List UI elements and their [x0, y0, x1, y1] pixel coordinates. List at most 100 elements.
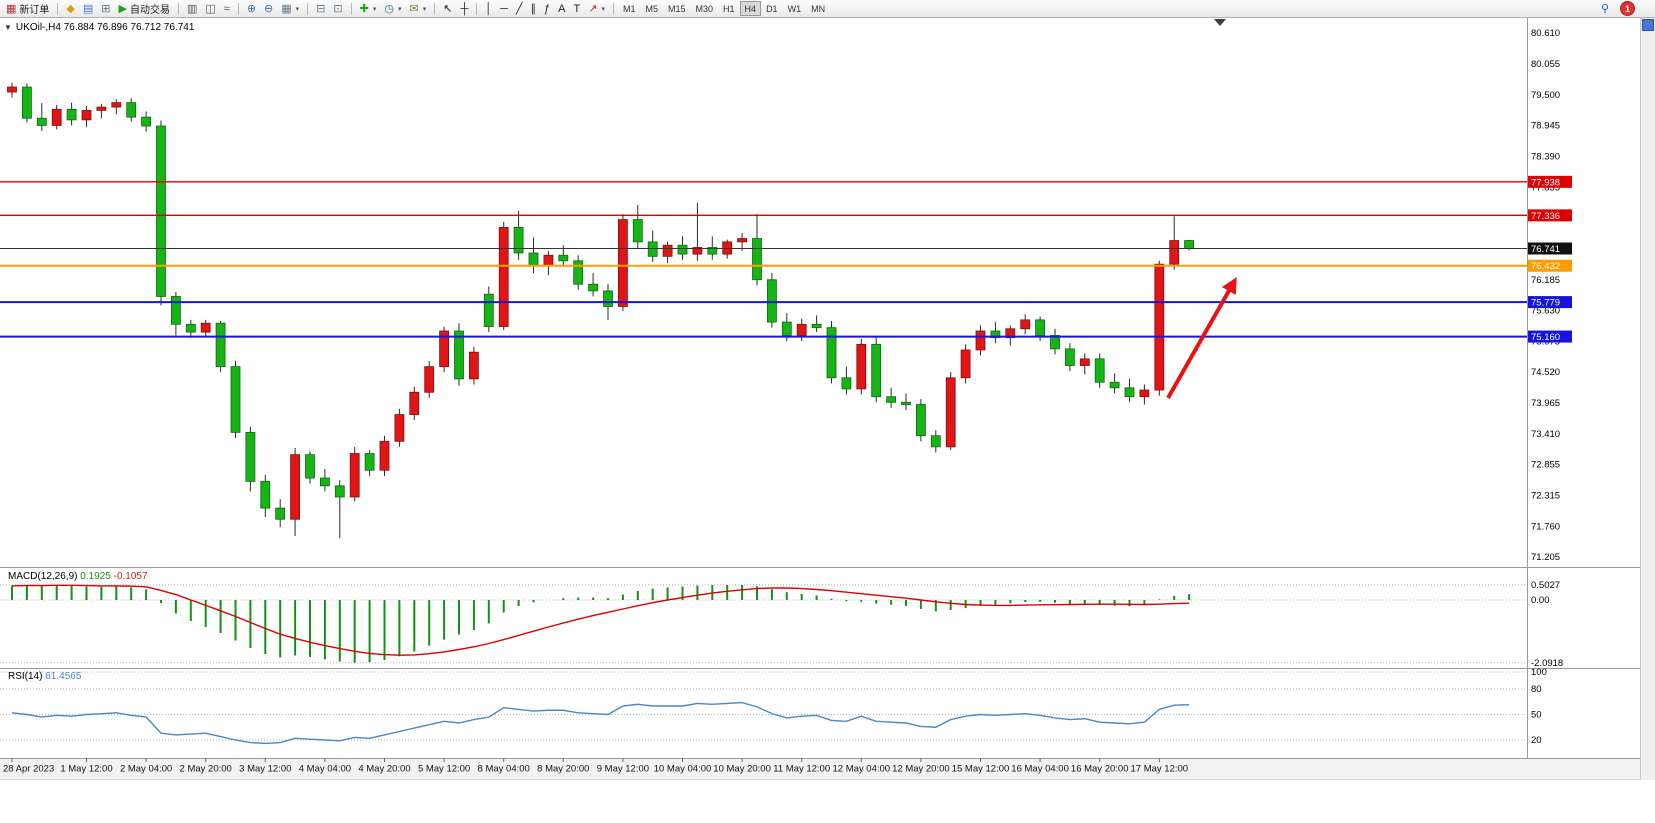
timeframe-d1-button[interactable]: D1: [761, 1, 783, 16]
autotrading-button[interactable]: ▶ 自动交易: [115, 1, 174, 17]
candle: [1005, 325, 1016, 346]
periods-clock-icon: ◷: [384, 2, 394, 15]
macd-scale-label: -2.0918: [1531, 658, 1563, 669]
arrow-objects-icon: ↗: [588, 2, 598, 15]
fibonacci-button[interactable]: ƒ: [540, 1, 554, 16]
zoom-in-button[interactable]: ⊕: [243, 1, 260, 16]
horizontal-line-icon: ─: [500, 2, 508, 15]
new-chart-button[interactable]: ◆: [62, 1, 78, 16]
tile-windows-button[interactable]: ⊟: [312, 1, 329, 16]
channel-button[interactable]: ∥: [527, 1, 541, 16]
price-axis-label: 71.760: [1531, 521, 1560, 532]
candle: [618, 214, 628, 311]
rsi-value: 61.4565: [45, 671, 82, 682]
cascade-windows-button[interactable]: ⊡: [329, 1, 346, 16]
time-axis-label: 15 May 12:00: [952, 764, 1010, 775]
vertical-scrollbar[interactable]: [1640, 17, 1655, 780]
timeframe-m15-button-label: M15: [668, 3, 686, 14]
candle: [841, 366, 852, 395]
candle: [886, 387, 896, 408]
templates-button[interactable]: ✉ ▾: [405, 1, 430, 16]
candle: [364, 450, 375, 476]
vertical-line-button[interactable]: │: [481, 1, 496, 16]
trendline-button[interactable]: ╱: [512, 1, 527, 16]
symbol-dropdown-icon[interactable]: ▼: [4, 23, 12, 32]
price-axis-label: 80.055: [1531, 59, 1560, 70]
time-axis-label: 11 May 12:00: [773, 764, 830, 775]
candle: [394, 408, 405, 447]
price-axis[interactable]: 80.61080.05579.50078.94578.39077.83577.2…: [1531, 28, 1560, 563]
timeframe-m5-button[interactable]: M5: [640, 1, 663, 16]
zoom-out-button[interactable]: ⊖: [260, 1, 277, 16]
svg-text:77.938: 77.938: [1531, 177, 1560, 188]
new-order-button[interactable]: ▦ 新订单: [2, 1, 53, 17]
macd-indicator-label: MACD(12,26,9) 0.1925 -0.1057: [8, 571, 148, 582]
new-order-button-label: 新订单: [19, 5, 50, 16]
candle: [707, 236, 718, 260]
timeframe-w1-button[interactable]: W1: [783, 1, 807, 16]
candle: [871, 337, 882, 403]
search-button[interactable]: ⚲: [1597, 1, 1613, 16]
macd-signal-line: [11, 584, 1190, 656]
time-axis-label: 9 May 12:00: [597, 764, 649, 775]
time-axis-label: 12 May 20:00: [892, 764, 950, 775]
time-axis-strip[interactable]: [0, 758, 1641, 780]
price-axis-label: 76.185: [1531, 275, 1560, 286]
timeframe-h4-button-label: H4: [744, 3, 757, 14]
price-tag: 75.779: [1528, 296, 1572, 309]
candle: [1079, 353, 1090, 375]
candle: [334, 480, 345, 539]
dropdown-arrow-icon: ▾: [422, 5, 427, 13]
timeframe-m15-button[interactable]: M15: [663, 1, 691, 16]
cursor-button[interactable]: ↖: [439, 1, 456, 16]
timeframe-m30-button[interactable]: M30: [691, 1, 719, 16]
bars-view-button[interactable]: ▥: [183, 1, 201, 16]
text-label-button[interactable]: T: [570, 1, 585, 16]
candles-view-button[interactable]: ◫: [201, 1, 219, 16]
timeframe-h1-button-label: H1: [723, 3, 735, 14]
timeframe-mn-button[interactable]: MN: [806, 1, 830, 16]
candle: [588, 273, 598, 297]
toolbar-separator: [434, 2, 436, 15]
candle: [7, 82, 17, 98]
timeframe-h4-button[interactable]: H4: [739, 1, 762, 16]
rsi-scale-label: 100: [1531, 667, 1547, 678]
trend-arrow-object[interactable]: [1166, 277, 1237, 399]
tile-windows-icon: ⊟: [316, 2, 326, 15]
timeframe-mn-button-label: MN: [811, 3, 826, 14]
candle: [930, 430, 941, 453]
indicators-button[interactable]: ✚ ▾: [356, 1, 381, 16]
text-button[interactable]: A: [554, 1, 569, 16]
timeframe-h1-button[interactable]: H1: [718, 1, 740, 16]
price-axis-label: 75.630: [1531, 306, 1560, 317]
candle: [349, 446, 360, 502]
price-axis-label: 72.315: [1531, 490, 1560, 501]
time-axis-label: 16 May 04:00: [1011, 764, 1069, 775]
scrollbar-thumb[interactable]: [1642, 19, 1654, 31]
arrows-button[interactable]: ↗ ▾: [584, 1, 609, 16]
periods-button[interactable]: ◷ ▾: [380, 1, 405, 16]
market-watch-button[interactable]: ⊞: [97, 1, 114, 16]
candle: [722, 239, 733, 259]
profiles-button[interactable]: ▤: [79, 1, 97, 16]
fibonacci-icon: ƒ: [544, 2, 551, 15]
horizontal-line-button[interactable]: ─: [496, 1, 512, 16]
candle: [945, 372, 956, 451]
grid-button[interactable]: ▦ ▾: [277, 1, 303, 16]
candle: [1050, 328, 1060, 355]
rsi-scale-label: 50: [1531, 710, 1542, 721]
candle: [126, 98, 137, 122]
line-view-button[interactable]: ≈: [220, 1, 234, 16]
timeframe-m1-button[interactable]: M1: [618, 1, 641, 16]
crosshair-button[interactable]: ┼: [456, 1, 472, 16]
candle: [752, 214, 762, 286]
chart-shift-marker[interactable]: [1214, 19, 1226, 26]
price-axis-label: 74.520: [1531, 367, 1560, 378]
notifications-badge[interactable]: 1: [1620, 1, 1635, 16]
macd-signal-value: -0.1057: [113, 571, 148, 582]
time-axis[interactable]: 28 Apr 2023 1 May 12:00 2 May 04:00 2 May 2…: [3, 758, 1188, 775]
time-axis-label: 4 May 04:00: [299, 764, 351, 775]
timeframe-m30-button-label: M30: [695, 3, 714, 14]
candle: [916, 398, 926, 442]
